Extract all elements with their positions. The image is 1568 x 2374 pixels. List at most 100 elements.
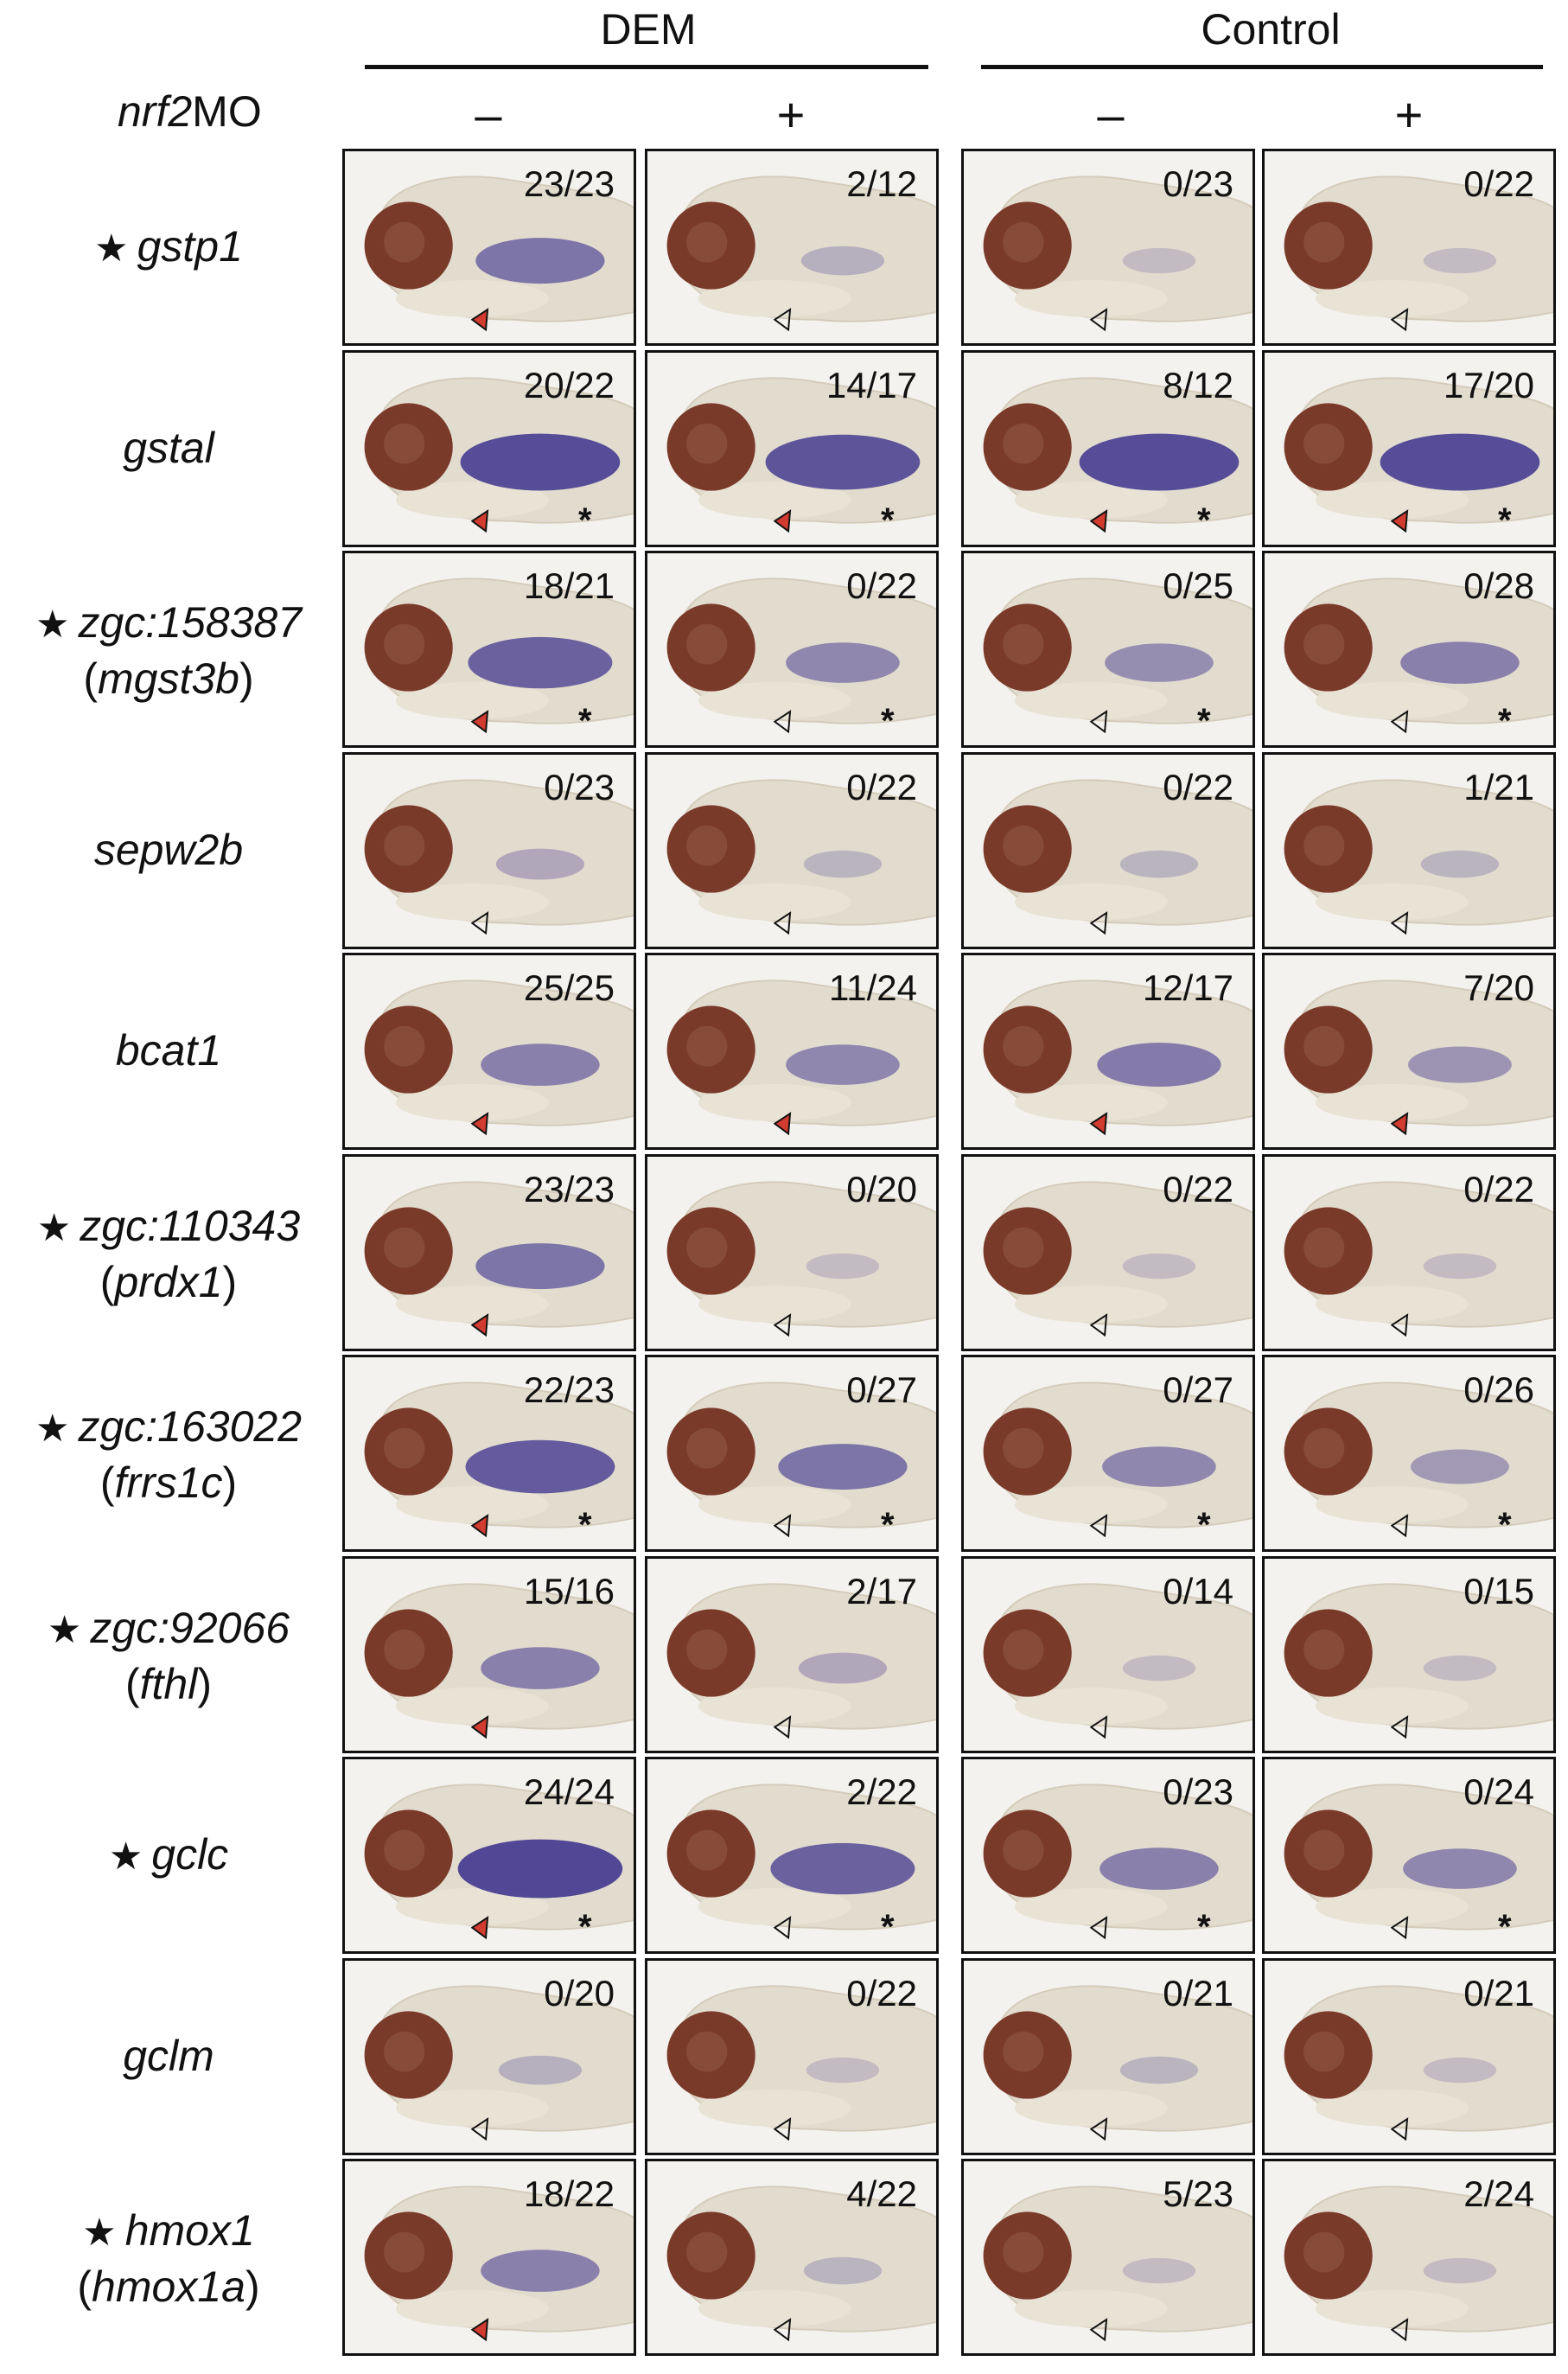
filled-arrowhead-icon <box>773 1112 792 1136</box>
stain-signal <box>1079 433 1240 490</box>
count-label: 14/17 <box>825 364 917 405</box>
embryo-image <box>647 553 936 745</box>
count-label: 25/25 <box>523 967 615 1008</box>
stain-signal <box>481 1043 600 1086</box>
gene-label: ★ zgc:158387 (mgst3b) <box>0 596 337 705</box>
asterisk-marker: * <box>881 1506 895 1544</box>
embryo-image <box>345 1759 634 1951</box>
stain-signal <box>1097 1043 1221 1087</box>
stain-signal <box>1423 2057 1497 2083</box>
filled-arrowhead-icon <box>773 508 792 533</box>
filled-arrowhead-icon <box>1089 508 1108 533</box>
embryo-panel: 0/21 <box>961 1957 1255 2155</box>
embryo-panel: 0/23 <box>342 751 636 949</box>
count-label: 0/21 <box>1463 1972 1534 2013</box>
stain-signal <box>475 1242 605 1289</box>
count-label: 0/20 <box>544 1972 615 2013</box>
count-label: 0/22 <box>846 565 917 606</box>
gene-label: ★ zgc:92066 (fthl) <box>0 1601 337 1711</box>
gene-name: bcat1 <box>115 1026 222 1075</box>
asterisk-marker: * <box>881 1908 895 1946</box>
embryo-panel: 23/23 <box>342 149 636 346</box>
count-label: 7/20 <box>1463 967 1534 1008</box>
embryo-image <box>1265 1156 1553 1349</box>
gene-name: gclc <box>151 1830 229 1879</box>
embryo-panel: 0/20 <box>645 1153 939 1351</box>
embryo-image <box>647 1759 936 1951</box>
group-header-dem: DEM <box>600 5 697 54</box>
count-label: 0/20 <box>846 1168 917 1209</box>
embryo-panel: 0/27 * <box>961 1355 1255 1552</box>
embryo-image <box>1265 955 1553 1147</box>
stain-signal <box>765 434 921 489</box>
embryo-image <box>1265 754 1553 947</box>
open-arrowhead-icon <box>773 2116 792 2141</box>
embryo-image <box>345 1960 634 2153</box>
star-icon: ★ <box>47 1608 82 1651</box>
gene-name: zgc:163022 <box>78 1402 302 1451</box>
embryo-image <box>964 1357 1252 1549</box>
gene-label: ★ hmox1 (hmox1a) <box>0 2204 337 2313</box>
filled-arrowhead-icon <box>470 1312 489 1337</box>
open-arrowhead-icon <box>773 308 792 332</box>
embryo-panel: 0/23 <box>961 149 1255 346</box>
group-header-control: Control <box>1201 5 1341 54</box>
embryo-image <box>345 1156 634 1349</box>
star-icon: ★ <box>94 227 129 270</box>
star-icon: ★ <box>82 2211 117 2254</box>
open-arrowhead-icon <box>1089 1714 1108 1739</box>
embryo-panel: 0/14 <box>961 1555 1255 1753</box>
count-label: 15/16 <box>523 1570 615 1611</box>
embryo-image <box>647 955 936 1147</box>
gene-label: ★ gclc <box>0 1828 337 1884</box>
open-arrowhead-icon <box>773 710 792 734</box>
open-arrowhead-icon <box>773 1714 792 1739</box>
count-label: 0/27 <box>1163 1369 1233 1410</box>
open-arrowhead-icon <box>1089 710 1108 734</box>
stain-signal <box>1119 850 1199 877</box>
open-arrowhead-icon <box>1390 1312 1409 1337</box>
embryo-panel: 23/23 <box>342 1153 636 1351</box>
filled-arrowhead-icon <box>470 2318 489 2342</box>
sign-col-1: – <box>475 87 502 142</box>
embryo-image <box>345 352 634 545</box>
star-icon: ★ <box>36 1206 72 1249</box>
embryo-panel: 20/22 * <box>342 349 636 547</box>
embryo-image <box>1265 1759 1553 1951</box>
embryo-panel: 15/16 <box>342 1555 636 1753</box>
count-label: 23/23 <box>523 163 615 204</box>
count-label: 2/17 <box>846 1570 917 1611</box>
open-arrowhead-icon <box>1390 308 1409 332</box>
embryo-image <box>647 1960 936 2153</box>
embryo-image <box>345 553 634 745</box>
embryo-image <box>964 2161 1252 2353</box>
asterisk-marker: * <box>578 702 592 740</box>
filled-arrowhead-icon <box>470 1916 489 1940</box>
open-arrowhead-icon <box>1390 2318 1409 2342</box>
group-line-dem <box>365 65 928 69</box>
stain-signal <box>481 1646 600 1689</box>
open-arrowhead-icon <box>1089 910 1108 935</box>
open-arrowhead-icon <box>773 1514 792 1538</box>
stain-signal <box>1420 850 1500 877</box>
gene-alias: (prdx1) <box>99 1257 238 1306</box>
open-arrowhead-icon <box>1089 1916 1108 1940</box>
stain-signal <box>460 433 621 490</box>
embryo-image <box>345 955 634 1147</box>
embryo-image <box>964 151 1252 343</box>
gene-label: ★ zgc:110343 (prdx1) <box>0 1199 337 1309</box>
stain-signal <box>1423 247 1497 274</box>
open-arrowhead-icon <box>1390 1916 1409 1940</box>
gene-label: ★ zgc:163022 (frrs1c) <box>0 1400 337 1509</box>
embryo-image <box>345 754 634 947</box>
gene-name: sepw2b <box>93 825 244 874</box>
embryo-image <box>345 2161 634 2353</box>
count-label: 1/21 <box>1463 766 1534 807</box>
gene-name: gstal <box>123 423 214 472</box>
count-label: 24/24 <box>523 1771 615 1812</box>
stain-signal <box>1122 1655 1196 1681</box>
stain-signal <box>1105 643 1214 682</box>
embryo-panel: 8/12 * <box>961 349 1255 547</box>
embryo-image <box>964 1558 1252 1751</box>
gene-name: hmox1 <box>124 2206 255 2255</box>
